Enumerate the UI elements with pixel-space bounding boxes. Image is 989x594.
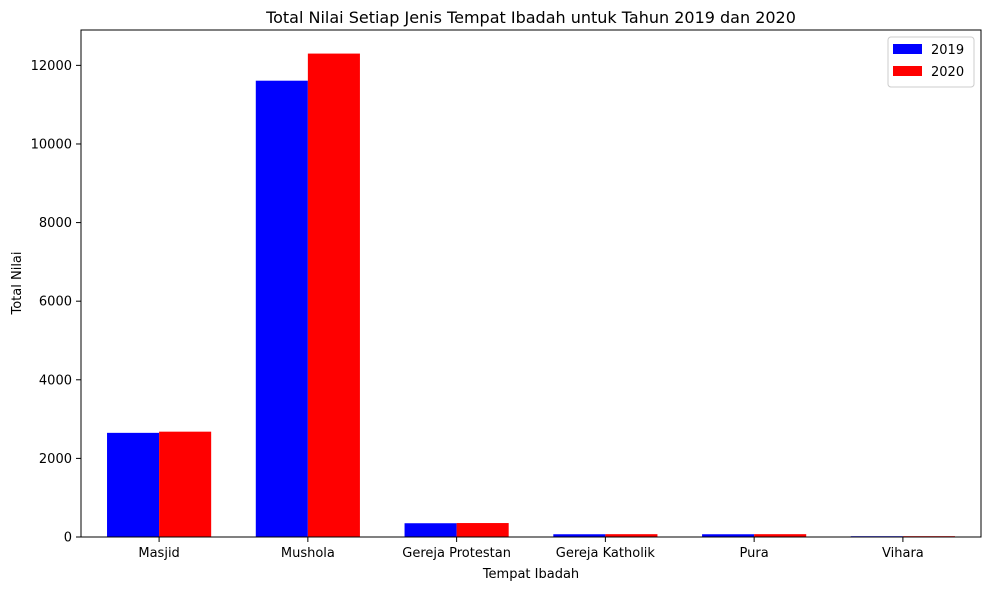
bar-mushola-2020 xyxy=(307,53,360,537)
x-tick-label-vihara: Vihara xyxy=(882,546,924,561)
legend-label-2019: 2019 xyxy=(931,43,964,58)
legend-swatch-2020 xyxy=(893,66,922,76)
bar-gereja-protestan-2020 xyxy=(456,523,509,537)
bar-masjid-2020 xyxy=(159,431,212,537)
bar-gereja-protestan-2019 xyxy=(404,523,457,537)
bar-pura-2020 xyxy=(754,534,807,537)
x-axis: Masjid Mushola Gereja Protestan Gereja Kath… xyxy=(138,537,924,561)
y-tick-label: 0 xyxy=(64,531,72,546)
y-tick-label: 6000 xyxy=(39,295,72,310)
y-tick-label: 10000 xyxy=(31,137,72,152)
bar-pura-2019 xyxy=(702,534,755,537)
y-tick-label: 12000 xyxy=(31,59,72,74)
y-tick-label: 8000 xyxy=(39,216,72,231)
legend-swatch-2019 xyxy=(893,44,922,54)
bar-mushola-2019 xyxy=(255,80,308,537)
chart-title: Total Nilai Setiap Jenis Tempat Ibadah u… xyxy=(265,8,796,27)
x-tick-label-mushola: Mushola xyxy=(281,546,335,561)
x-axis-label: Tempat Ibadah xyxy=(482,567,579,582)
bar-gereja-katholik-2020 xyxy=(605,534,658,537)
plot-frame xyxy=(80,29,982,538)
x-tick-label-masjid: Masjid xyxy=(138,546,179,561)
bar-masjid-2019 xyxy=(107,432,160,537)
legend-label-2020: 2020 xyxy=(931,65,964,80)
x-tick-label-gereja-protestan: Gereja Protestan xyxy=(402,546,511,561)
y-tick-label: 2000 xyxy=(39,452,72,467)
legend: 2019 2020 xyxy=(887,36,975,88)
bars-layer xyxy=(107,53,955,537)
y-axis-label: Total Nilai xyxy=(10,251,25,315)
y-tick-label: 4000 xyxy=(39,373,72,388)
x-tick-label-gereja-katholik: Gereja Katholik xyxy=(556,546,656,561)
x-tick-label-pura: Pura xyxy=(740,546,769,561)
y-axis: 0 2000 4000 6000 8000 10000 12000 xyxy=(31,59,81,546)
bar-gereja-katholik-2019 xyxy=(553,534,606,537)
